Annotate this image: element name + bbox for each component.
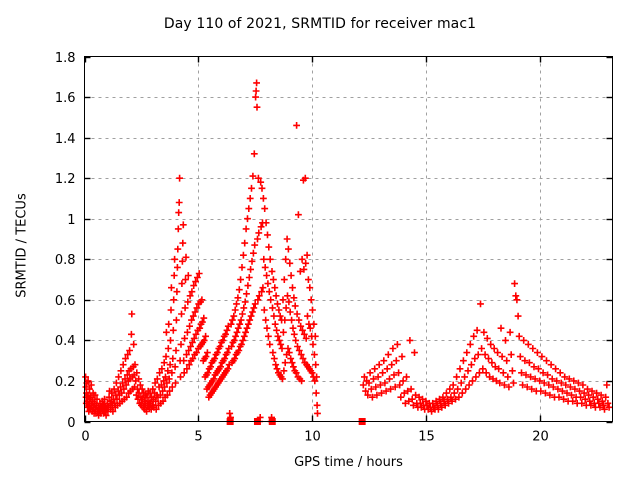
svg-text:0.6: 0.6 — [55, 294, 76, 309]
chart-title: Day 110 of 2021, SRMTID for receiver mac… — [163, 16, 477, 32]
svg-text:0.2: 0.2 — [55, 375, 76, 390]
x-tick-labels: 0 5 10 15 20 — [81, 430, 548, 445]
x-axis-label: GPS time / hours — [294, 455, 403, 470]
plot-frame — [84, 56, 613, 422]
svg-text:1.8: 1.8 — [55, 51, 76, 66]
svg-text:0: 0 — [81, 430, 89, 445]
svg-text:0.8: 0.8 — [55, 253, 76, 268]
svg-text:20: 20 — [532, 430, 549, 445]
svg-text:10: 10 — [304, 430, 321, 445]
svg-text:1.6: 1.6 — [55, 91, 76, 106]
data-points — [82, 79, 613, 425]
svg-text:0: 0 — [67, 416, 75, 431]
svg-text:1.4: 1.4 — [55, 132, 76, 147]
svg-text:15: 15 — [418, 430, 435, 445]
svg-text:1: 1 — [67, 213, 75, 228]
svg-text:0.4: 0.4 — [55, 334, 76, 349]
gridlines — [84, 56, 613, 422]
svg-text:1.2: 1.2 — [55, 172, 76, 187]
y-tick-labels: 0 0.2 0.4 0.6 0.8 1 1.2 1.4 1.6 1.8 — [55, 51, 76, 431]
svg-text:5: 5 — [194, 430, 202, 445]
